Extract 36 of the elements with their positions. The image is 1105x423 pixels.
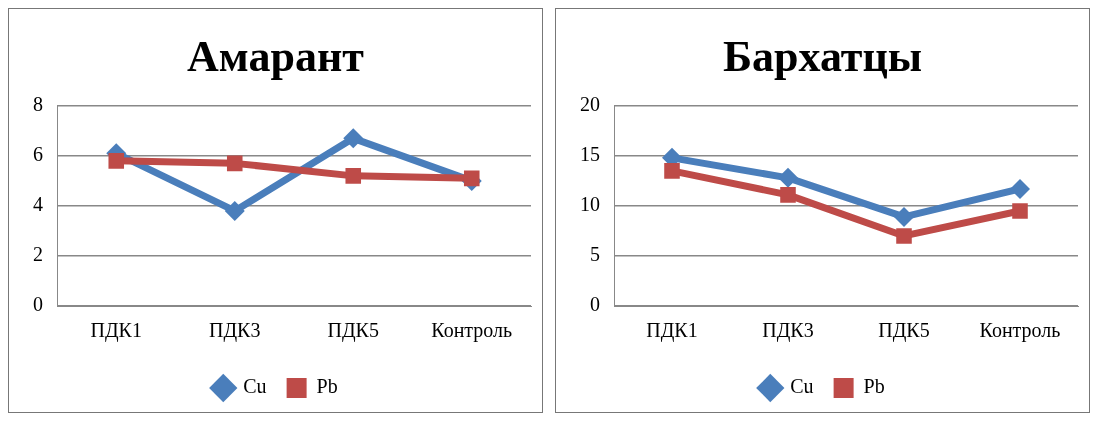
point (1010, 178, 1030, 199)
chart-title: Амарант (187, 31, 365, 81)
point (345, 168, 362, 184)
x-tick-label: ПДК1 (90, 319, 142, 343)
legend-label: Cu (243, 375, 267, 398)
point (778, 167, 798, 188)
point (664, 163, 680, 179)
x-tick-label: ПДК1 (646, 319, 698, 343)
y-tick-label: 8 (33, 93, 43, 116)
x-tick-label: Контроль (431, 319, 513, 343)
legend-label: Pb (863, 375, 885, 398)
chart-title: Бархатцы (722, 31, 923, 81)
x-tick-label: ПДК5 (327, 319, 379, 343)
y-tick-label: 2 (33, 243, 43, 266)
point (108, 153, 125, 169)
y-tick-label: 15 (580, 143, 600, 166)
point (224, 200, 245, 221)
point (896, 228, 912, 244)
point (226, 155, 243, 172)
point (894, 206, 914, 227)
x-tick-label: Контроль (979, 319, 1061, 343)
y-tick-label: 20 (580, 93, 600, 116)
point (343, 128, 364, 149)
y-tick-label: 4 (33, 193, 43, 216)
legend-label: Pb (316, 375, 338, 398)
y-tick-label: 0 (33, 293, 43, 316)
x-tick-label: ПДК3 (209, 319, 261, 343)
point (780, 187, 796, 203)
x-tick-label: ПДК5 (878, 319, 930, 343)
legend-label: Cu (790, 375, 814, 398)
x-tick-label: ПДК3 (762, 319, 814, 343)
y-tick-label: 10 (580, 193, 600, 216)
y-tick-label: 5 (590, 243, 600, 266)
y-tick-label: 0 (590, 293, 600, 316)
y-tick-label: 6 (33, 143, 43, 166)
point (1012, 203, 1028, 219)
